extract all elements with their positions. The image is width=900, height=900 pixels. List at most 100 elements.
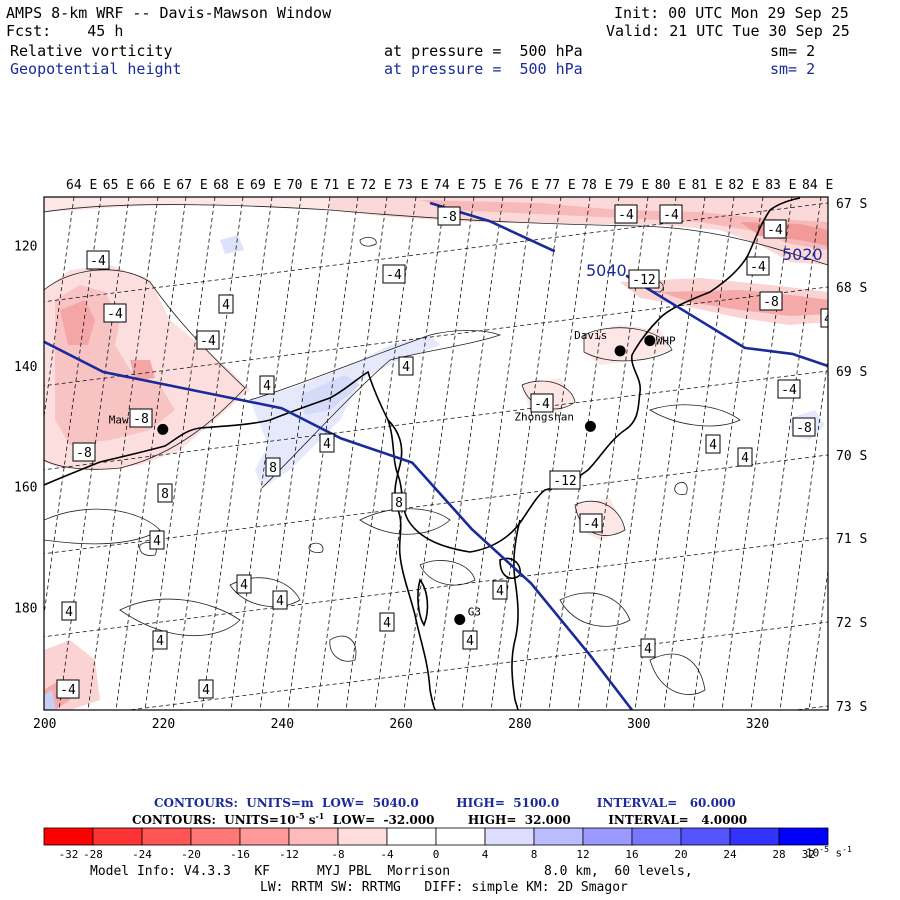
field1-name: Relative vorticity [10, 42, 173, 60]
y-axis-ticks: 120 140 160 180 [14, 239, 37, 616]
longitude-label: 74 E [434, 178, 465, 193]
vorticity-label-box [152, 630, 168, 650]
colorbar-segment [92, 827, 143, 846]
vorticity-label-text: -4 [750, 260, 766, 275]
colorbar-segment [288, 827, 339, 846]
vorticity-label: -8 [129, 408, 153, 428]
longitude-label: 69 E [250, 178, 281, 193]
vorticity-label-box [614, 204, 638, 224]
vorticity-label-text: -4 [767, 223, 783, 238]
x-tick-label: 240 [271, 717, 294, 732]
vorticity-label-box [259, 375, 275, 395]
vorticity-label-text: 4 [644, 642, 652, 657]
vorticity-label: 8 [265, 457, 281, 477]
colorbar-tick-label: 16 [625, 848, 638, 861]
vorticity-label: 4 [236, 574, 252, 594]
longitude-label: 73 E [397, 178, 428, 193]
station-dot [614, 345, 626, 357]
x-axis-ticks: 200 220 240 260 280 300 320 [33, 717, 769, 732]
vorticity-label-text: 4 [709, 438, 717, 453]
shade-negative [584, 325, 670, 365]
init-time: Init: 00 UTC Mon 29 Sep 25 [614, 4, 849, 22]
vorticity-label-text: -4 [781, 383, 797, 398]
vorticity-label-box [265, 457, 281, 477]
meridian-line [115, 197, 187, 710]
vorticity-label: -4 [530, 393, 554, 413]
station-dot [454, 613, 466, 625]
meridian-line [519, 197, 591, 710]
x-tick-label: 300 [627, 717, 650, 732]
vorticity-label-text: 4 [496, 584, 504, 599]
station-label: G3 [468, 605, 481, 618]
field2-smoothing: sm= 2 [770, 60, 816, 78]
vorticity-label: 4 [149, 530, 165, 550]
vorticity-label: -4 [196, 330, 220, 350]
plot-frame [43, 196, 829, 711]
vorticity-label: 4 [218, 294, 234, 314]
longitude-label: 80 E [655, 178, 686, 193]
vorticity-label-text: -4 [60, 683, 76, 698]
vorticity-label: -4 [746, 256, 770, 276]
vorticity-label-box [492, 580, 508, 600]
colorbar-unit-s-exp: -1 [842, 845, 852, 854]
vorticity-label: 4 [152, 630, 168, 650]
vorticity-label-box [462, 630, 478, 650]
longitude-label: 72 E [360, 178, 391, 193]
colorbar-segment [190, 827, 241, 846]
y-tick-label: 120 [14, 239, 37, 254]
vorticity-label: 4 [198, 679, 214, 699]
colorbar-tick-label: 8 [531, 848, 538, 861]
height-contour-line [44, 340, 634, 710]
y-tick-label: 180 [14, 601, 37, 616]
vorticity-label: 4 [705, 434, 721, 454]
vorticity-label: 4 [492, 580, 508, 600]
vorticity-label-box [61, 601, 77, 621]
field1-level: at pressure = 500 hPa [384, 42, 583, 60]
meridian-line [44, 197, 75, 420]
vorticity-label-box [218, 294, 234, 314]
longitude-label: 70 E [287, 178, 318, 193]
vorticity-label-text: -4 [618, 208, 634, 223]
longitude-label: 75 E [471, 178, 502, 193]
vorticity-label: -12 [549, 470, 581, 490]
vorticity-label: -8 [759, 291, 783, 311]
station-label: Zhongshan [514, 410, 574, 423]
vorticity-label-box [705, 434, 721, 454]
vorticity-label: 4 [398, 356, 414, 376]
vorticity-label: 4 [640, 638, 656, 658]
longitude-label: 68 E [213, 178, 244, 193]
meridian-line [230, 197, 302, 710]
colorbar-segment [533, 827, 584, 846]
longitude-label: 82 E [728, 178, 759, 193]
y-tick-label: 140 [14, 360, 37, 375]
model-title: AMPS 8-km WRF -- Davis-Mawson Window [6, 4, 332, 22]
height-contour-label: 5040 [586, 261, 627, 280]
height-contour-line [625, 274, 828, 368]
vorticity-legend-s: s [308, 813, 316, 827]
colorbar-segment [582, 827, 633, 846]
vorticity-label-text: 4 [153, 534, 161, 549]
longitude-label: 66 E [140, 178, 171, 193]
vorticity-label-text: 4 [741, 451, 749, 466]
longitude-label: 79 E [618, 178, 649, 193]
field2-level: at pressure = 500 hPa [384, 60, 583, 78]
colorbar-unit-exp: -5 [819, 845, 829, 854]
vorticity-label-text: 4 [276, 594, 284, 609]
vorticity-label-text: 8 [161, 487, 169, 502]
colorbar-tick-label: -28 [83, 848, 103, 861]
latitude-label: 67 S [836, 197, 867, 212]
vorticity-label-text: 4 [402, 360, 410, 375]
vorticity-label-text: -8 [76, 446, 92, 461]
vorticity-label: 8 [157, 483, 173, 503]
station-label: Davis [574, 329, 607, 342]
vorticity-label: -4 [777, 379, 801, 399]
colorbar-segment [631, 827, 682, 846]
colorbar-segment [386, 827, 437, 846]
shade-positive [220, 235, 244, 254]
vorticity-label-box [103, 303, 127, 323]
station-dot [157, 423, 169, 435]
vorticity-label-text: 4 [263, 379, 271, 394]
colorbar-segment [778, 827, 829, 846]
vorticity-label: 4 [319, 433, 335, 453]
height-labels: 5040 5020 [586, 245, 823, 280]
